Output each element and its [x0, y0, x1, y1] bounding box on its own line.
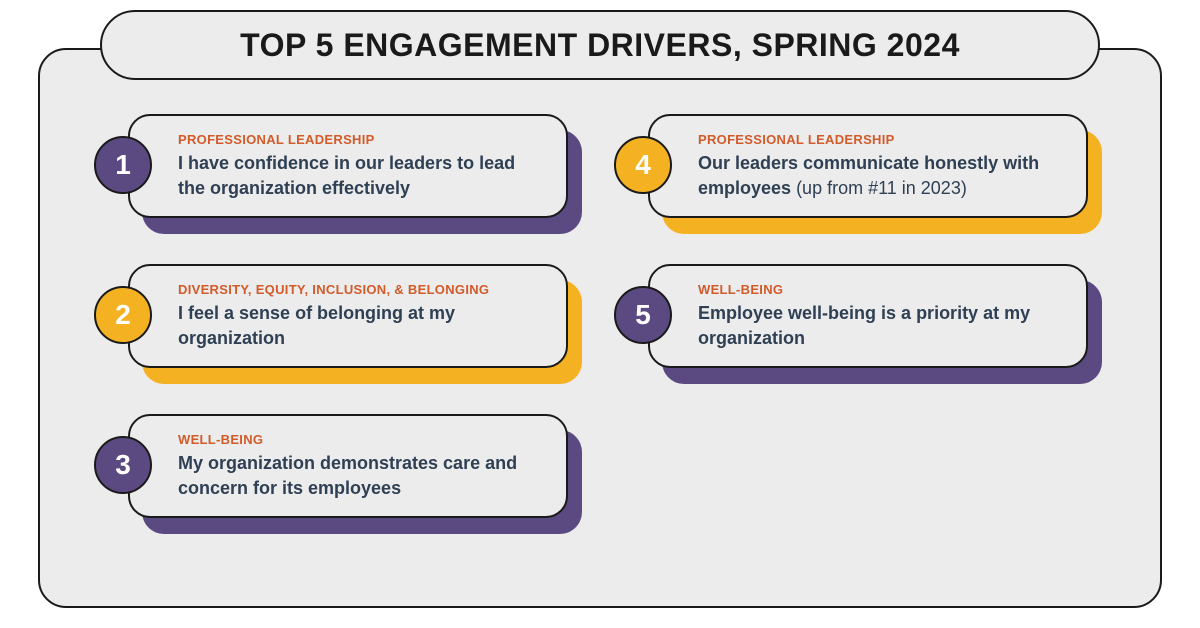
driver-card: WELL-BEING My organization demonstrates …: [128, 414, 568, 518]
driver-card: DIVERSITY, EQUITY, INCLUSION, & BELONGIN…: [128, 264, 568, 368]
rank-number: 1: [115, 149, 131, 181]
driver-category: PROFESSIONAL LEADERSHIP: [698, 132, 1064, 147]
drivers-columns: PROFESSIONAL LEADERSHIP I have confidenc…: [38, 110, 1162, 610]
rank-badge: 1: [94, 136, 152, 194]
rank-badge: 2: [94, 286, 152, 344]
column-left: PROFESSIONAL LEADERSHIP I have confidenc…: [98, 110, 582, 610]
driver-category: DIVERSITY, EQUITY, INCLUSION, & BELONGIN…: [178, 282, 544, 297]
driver-card: WELL-BEING Employee well-being is a prio…: [648, 264, 1088, 368]
rank-number: 5: [635, 299, 651, 331]
driver-item: PROFESSIONAL LEADERSHIP Our leaders comm…: [618, 110, 1102, 220]
driver-statement: Employee well-being is a priority at my …: [698, 301, 1064, 350]
rank-badge: 3: [94, 436, 152, 494]
title-pill: TOP 5 ENGAGEMENT DRIVERS, SPRING 2024: [100, 10, 1100, 80]
driver-item: WELL-BEING My organization demonstrates …: [98, 410, 582, 520]
driver-statement: I feel a sense of belonging at my organi…: [178, 301, 544, 350]
page-title: TOP 5 ENGAGEMENT DRIVERS, SPRING 2024: [240, 27, 960, 64]
statement-text: My organization demonstrates care and co…: [178, 453, 517, 497]
rank-number: 3: [115, 449, 131, 481]
driver-item: WELL-BEING Employee well-being is a prio…: [618, 260, 1102, 370]
driver-card: PROFESSIONAL LEADERSHIP I have confidenc…: [128, 114, 568, 218]
driver-item: DIVERSITY, EQUITY, INCLUSION, & BELONGIN…: [98, 260, 582, 370]
driver-item: PROFESSIONAL LEADERSHIP I have confidenc…: [98, 110, 582, 220]
statement-text: I have confidence in our leaders to lead…: [178, 153, 515, 197]
driver-category: WELL-BEING: [698, 282, 1064, 297]
column-right: PROFESSIONAL LEADERSHIP Our leaders comm…: [618, 110, 1102, 610]
rank-number: 2: [115, 299, 131, 331]
statement-text: I feel a sense of belonging at my organi…: [178, 303, 455, 347]
statement-text: Employee well-being is a priority at my …: [698, 303, 1030, 347]
statement-note: (up from #11 in 2023): [791, 178, 967, 198]
driver-card: PROFESSIONAL LEADERSHIP Our leaders comm…: [648, 114, 1088, 218]
driver-category: PROFESSIONAL LEADERSHIP: [178, 132, 544, 147]
driver-statement: My organization demonstrates care and co…: [178, 451, 544, 500]
driver-statement: I have confidence in our leaders to lead…: [178, 151, 544, 200]
rank-badge: 4: [614, 136, 672, 194]
rank-badge: 5: [614, 286, 672, 344]
driver-statement: Our leaders communicate honestly with em…: [698, 151, 1064, 200]
driver-category: WELL-BEING: [178, 432, 544, 447]
rank-number: 4: [635, 149, 651, 181]
